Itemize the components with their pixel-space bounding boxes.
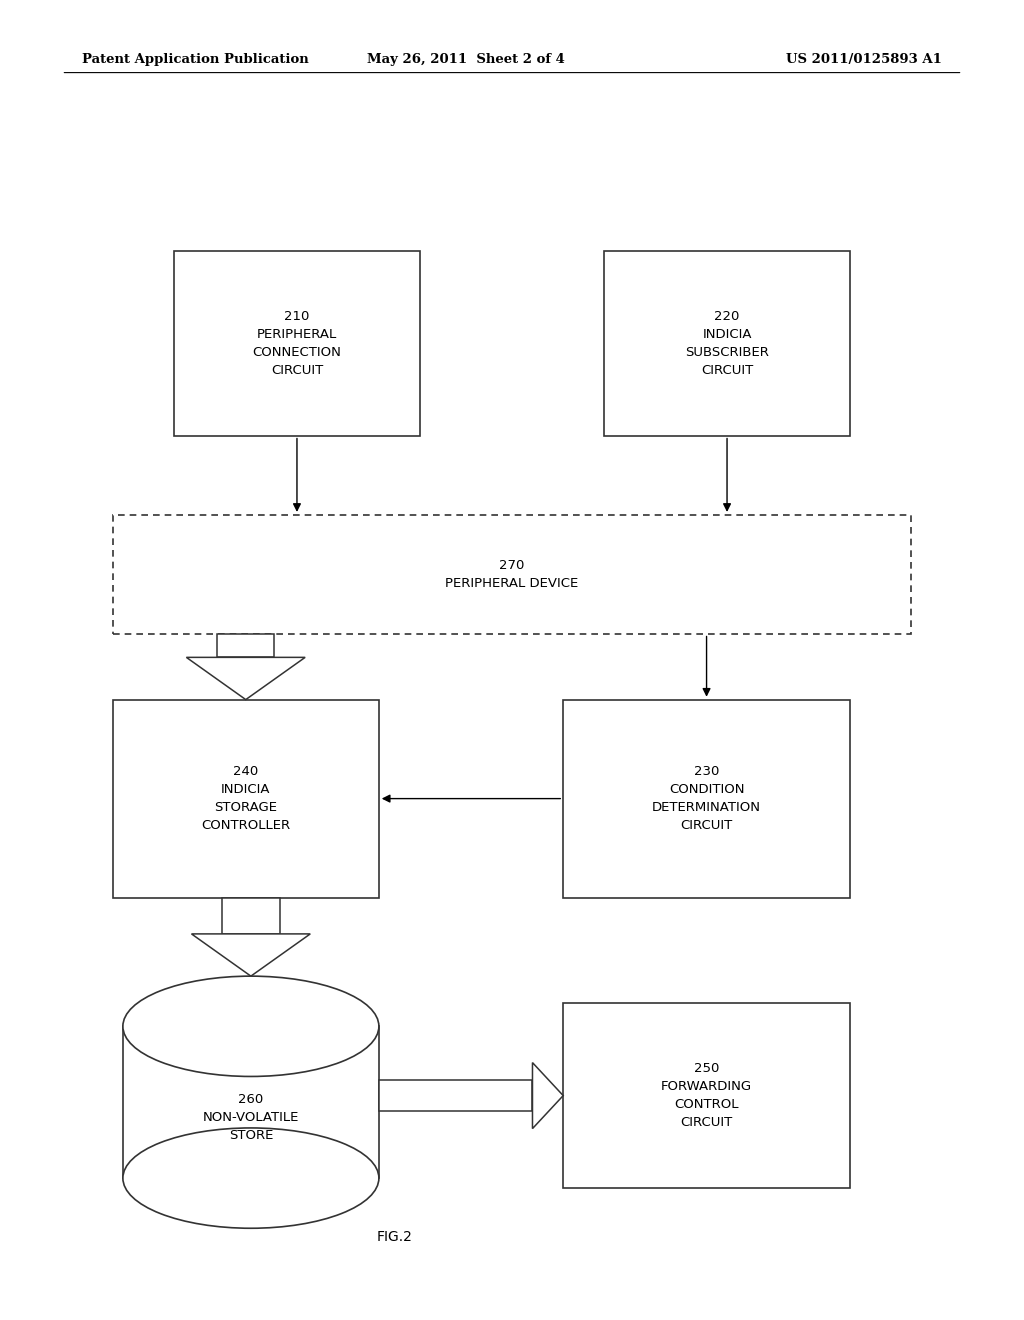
- Bar: [113, 700, 379, 898]
- Bar: [379, 1080, 532, 1111]
- Bar: [113, 515, 911, 634]
- Bar: [222, 898, 280, 935]
- Text: 260
NON-VOLATILE
STORE: 260 NON-VOLATILE STORE: [203, 1093, 299, 1142]
- Text: Patent Application Publication: Patent Application Publication: [82, 53, 308, 66]
- Text: 220
INDICIA
SUBSCRIBER
CIRCUIT: 220 INDICIA SUBSCRIBER CIRCUIT: [685, 310, 769, 376]
- Text: 230
CONDITION
DETERMINATION
CIRCUIT: 230 CONDITION DETERMINATION CIRCUIT: [652, 766, 761, 832]
- Ellipse shape: [123, 1127, 379, 1228]
- Polygon shape: [532, 1063, 563, 1129]
- Bar: [604, 251, 850, 436]
- Text: FIG.2: FIG.2: [376, 1230, 413, 1243]
- Bar: [563, 1003, 850, 1188]
- Text: 250
FORWARDING
CONTROL
CIRCUIT: 250 FORWARDING CONTROL CIRCUIT: [662, 1063, 752, 1129]
- Polygon shape: [186, 657, 305, 700]
- Bar: [123, 1027, 379, 1177]
- Bar: [174, 251, 420, 436]
- Bar: [563, 700, 850, 898]
- Text: 210
PERIPHERAL
CONNECTION
CIRCUIT: 210 PERIPHERAL CONNECTION CIRCUIT: [253, 310, 341, 376]
- Bar: [125, 1027, 377, 1074]
- Text: 270
PERIPHERAL DEVICE: 270 PERIPHERAL DEVICE: [445, 558, 579, 590]
- Text: May 26, 2011  Sheet 2 of 4: May 26, 2011 Sheet 2 of 4: [367, 53, 565, 66]
- Ellipse shape: [123, 975, 379, 1077]
- Bar: [217, 634, 274, 657]
- Text: US 2011/0125893 A1: US 2011/0125893 A1: [786, 53, 942, 66]
- Polygon shape: [191, 935, 310, 977]
- Text: 240
INDICIA
STORAGE
CONTROLLER: 240 INDICIA STORAGE CONTROLLER: [201, 766, 291, 832]
